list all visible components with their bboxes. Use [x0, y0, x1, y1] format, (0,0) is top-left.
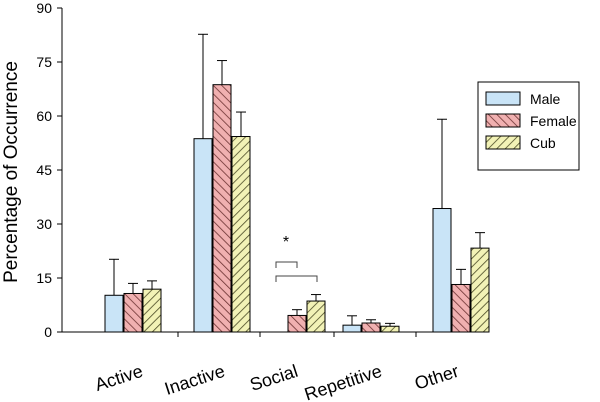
axes — [57, 7, 470, 337]
bracket-large — [275, 275, 318, 282]
y-axis-label: Percentage of Occurrence — [1, 61, 22, 283]
y-tick-label: 60 — [36, 108, 52, 124]
bar-cub-active — [142, 288, 162, 333]
legend-swatch-male — [485, 91, 521, 106]
bar-female-active — [123, 292, 143, 333]
bar-female-repetitive — [361, 322, 381, 333]
bar-male-inactive — [193, 138, 213, 333]
y-tick-label: 0 — [44, 324, 52, 340]
bar-male-repetitive — [342, 324, 362, 333]
x-category-label: Inactive — [162, 361, 227, 399]
significance-annotation: * — [275, 234, 318, 282]
x-tick-labels: Active Inactive Social Repetitive Other — [92, 361, 461, 402]
bracket-small — [275, 261, 298, 268]
legend-label-male: Male — [530, 91, 561, 107]
bar-female-inactive — [212, 84, 232, 333]
x-category-label: Social — [247, 361, 300, 395]
y-tick-label: 90 — [36, 0, 52, 16]
y-tick-label: 30 — [36, 216, 52, 232]
legend-swatch-female — [485, 113, 521, 128]
bar-male-other — [432, 208, 452, 333]
y-tick-label: 45 — [36, 162, 52, 178]
x-category-label: Repetitive — [302, 361, 384, 402]
legend-swatch-cub — [485, 135, 521, 150]
bar-cub-social — [306, 300, 326, 333]
y-tick-label: 75 — [36, 54, 52, 70]
y-tick-label: 15 — [36, 270, 52, 286]
error-bars — [109, 33, 485, 327]
legend-label-female: Female — [530, 113, 577, 129]
significance-star: * — [283, 234, 289, 251]
bar-cub-repetitive — [380, 325, 400, 333]
bars — [104, 84, 490, 333]
legend-label-cub: Cub — [530, 135, 556, 151]
bar-female-social — [287, 314, 307, 333]
bar-female-other — [451, 283, 471, 333]
bar-cub-other — [470, 247, 490, 333]
legend: Male Female Cub — [477, 81, 580, 171]
x-category-label: Active — [92, 361, 145, 395]
x-category-label: Other — [412, 361, 461, 394]
y-tick-labels: 0 15 30 45 60 75 90 — [36, 0, 52, 340]
bar-male-active — [104, 294, 124, 333]
bar-cub-inactive — [231, 136, 251, 333]
